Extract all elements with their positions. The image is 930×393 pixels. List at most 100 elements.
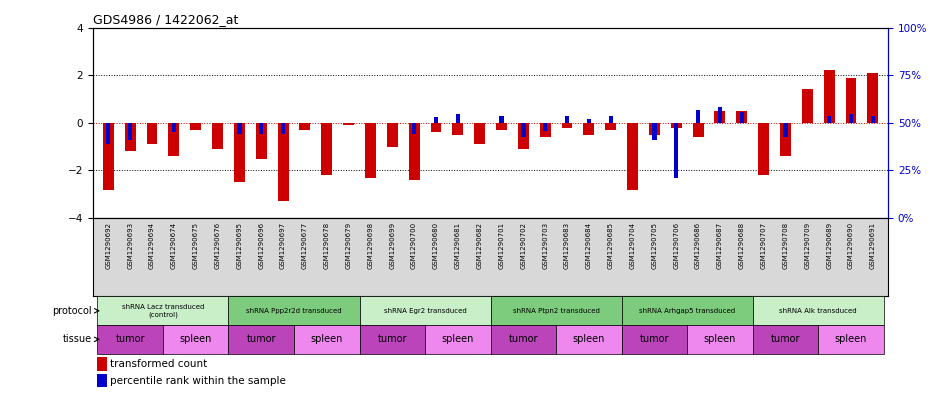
Bar: [539, 123, 551, 137]
Bar: [565, 116, 569, 123]
Bar: [433, 117, 438, 123]
Text: GSM1290685: GSM1290685: [607, 222, 614, 269]
Bar: [294, 325, 360, 354]
Text: tumor: tumor: [115, 334, 145, 344]
Bar: [499, 116, 504, 123]
Bar: [128, 123, 132, 140]
Bar: [98, 296, 229, 325]
Bar: [605, 123, 617, 130]
Bar: [780, 123, 790, 156]
Bar: [474, 123, 485, 144]
Bar: [818, 325, 883, 354]
Bar: [343, 123, 354, 125]
Bar: [191, 123, 201, 130]
Text: tumor: tumor: [640, 334, 670, 344]
Text: GSM1290706: GSM1290706: [673, 222, 679, 269]
Text: tumor: tumor: [246, 334, 276, 344]
Bar: [621, 325, 687, 354]
Bar: [752, 325, 818, 354]
Bar: [671, 123, 682, 128]
Bar: [845, 77, 857, 123]
Bar: [237, 123, 242, 134]
Text: tumor: tumor: [378, 334, 407, 344]
Bar: [649, 123, 660, 135]
Bar: [490, 325, 556, 354]
Bar: [758, 123, 769, 175]
Bar: [321, 123, 332, 175]
Bar: [521, 123, 525, 137]
Text: GSM1290677: GSM1290677: [302, 222, 308, 269]
Text: shRNA Egr2 transduced: shRNA Egr2 transduced: [384, 308, 467, 314]
Bar: [168, 123, 179, 156]
Bar: [365, 123, 376, 178]
Text: GSM1290704: GSM1290704: [630, 222, 635, 269]
Bar: [802, 90, 813, 123]
Text: spleen: spleen: [704, 334, 737, 344]
Bar: [299, 123, 311, 130]
Bar: [234, 123, 245, 182]
Bar: [456, 114, 460, 123]
Bar: [737, 111, 747, 123]
Text: GSM1290675: GSM1290675: [193, 222, 199, 269]
Text: GSM1290698: GSM1290698: [367, 222, 374, 269]
Bar: [163, 325, 229, 354]
Bar: [543, 123, 548, 131]
Text: GSM1290678: GSM1290678: [324, 222, 330, 269]
Bar: [714, 111, 725, 123]
Bar: [718, 107, 722, 123]
Bar: [739, 112, 744, 123]
Bar: [125, 123, 136, 151]
Text: GSM1290690: GSM1290690: [848, 222, 854, 269]
Text: GSM1290676: GSM1290676: [215, 222, 220, 269]
Bar: [496, 123, 507, 130]
Text: GSM1290696: GSM1290696: [259, 222, 264, 269]
Bar: [408, 123, 419, 180]
Bar: [849, 114, 853, 123]
Bar: [281, 123, 286, 134]
Text: GDS4986 / 1422062_at: GDS4986 / 1422062_at: [93, 13, 238, 26]
Bar: [259, 123, 263, 134]
Bar: [652, 123, 657, 140]
Bar: [693, 123, 704, 137]
Bar: [425, 325, 491, 354]
Bar: [608, 116, 613, 123]
Bar: [360, 325, 425, 354]
Text: shRNA Lacz transduced
(control): shRNA Lacz transduced (control): [122, 304, 204, 318]
Text: GSM1290687: GSM1290687: [717, 222, 723, 269]
Bar: [587, 119, 591, 123]
Text: GSM1290681: GSM1290681: [455, 222, 460, 269]
Text: GSM1290682: GSM1290682: [477, 222, 483, 269]
Bar: [98, 325, 163, 354]
Text: GSM1290688: GSM1290688: [738, 222, 745, 269]
Text: transformed count: transformed count: [111, 359, 207, 369]
Bar: [783, 123, 788, 137]
Text: GSM1290708: GSM1290708: [782, 222, 789, 269]
Text: protocol: protocol: [52, 306, 92, 316]
Bar: [147, 123, 157, 144]
Text: GSM1290674: GSM1290674: [171, 222, 177, 269]
Bar: [229, 296, 360, 325]
Text: shRNA Ppp2r2d transduced: shRNA Ppp2r2d transduced: [246, 308, 342, 314]
Text: percentile rank within the sample: percentile rank within the sample: [111, 376, 286, 386]
Bar: [562, 123, 573, 128]
Text: GSM1290705: GSM1290705: [651, 222, 658, 269]
Text: GSM1290699: GSM1290699: [390, 222, 395, 269]
Bar: [106, 123, 111, 144]
Bar: [229, 325, 294, 354]
Text: spleen: spleen: [311, 334, 343, 344]
Text: GSM1290689: GSM1290689: [826, 222, 832, 269]
Bar: [490, 296, 621, 325]
Text: tissue: tissue: [63, 334, 92, 344]
Text: shRNA Alk transduced: shRNA Alk transduced: [779, 308, 857, 314]
Bar: [752, 296, 883, 325]
Text: GSM1290683: GSM1290683: [564, 222, 570, 269]
Text: GSM1290703: GSM1290703: [542, 222, 548, 269]
Text: GSM1290694: GSM1290694: [149, 222, 155, 269]
Text: spleen: spleen: [179, 334, 212, 344]
Bar: [431, 123, 442, 132]
Bar: [387, 123, 398, 147]
Text: GSM1290686: GSM1290686: [695, 222, 701, 269]
Bar: [583, 123, 594, 135]
Bar: [868, 73, 878, 123]
Text: GSM1290709: GSM1290709: [804, 222, 810, 269]
